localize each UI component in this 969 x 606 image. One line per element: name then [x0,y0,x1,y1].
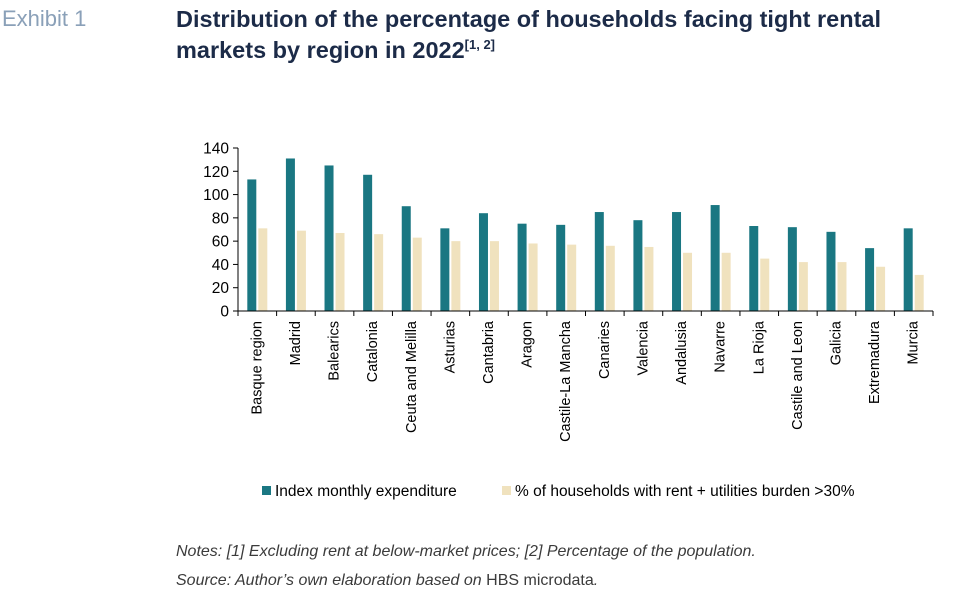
exhibit-label: Exhibit 1 [2,6,87,31]
x-tick-label: Catalonia [365,320,381,382]
bar-index-expenditure [903,228,913,311]
bar-index-expenditure [710,205,720,311]
x-tick-label: Navarre [713,321,729,373]
source-prefix: Source: Author’s own elaboration based o… [176,572,487,589]
bar-rent-burden [528,243,538,311]
bar-index-expenditure [285,158,295,311]
x-tick-label: Andalusia [674,320,690,385]
x-tick-label: Castile and Leon [790,321,806,430]
x-tick-label: La Rioja [751,320,767,374]
notes-line: Notes: [1] Excluding rent at below-marke… [176,543,756,560]
bar-rent-burden [258,228,268,311]
x-tick-label: Ceuta and Melilla [404,320,420,433]
y-tick-label: 100 [203,187,229,204]
bar-chart: 0 20 40 60 80 100 120 140 Basque region Madrid Bal… [203,141,934,500]
bar-rent-burden [374,234,384,311]
bar-rent-burden [876,266,886,311]
bar-index-expenditure [826,231,836,311]
y-tick-label: 40 [212,257,230,274]
bar-rent-burden [335,232,345,311]
bar-rent-burden [451,241,461,311]
chart-title-text: Distribution of the percentage of househ… [176,6,882,63]
x-tick-label: Canaries [597,321,613,379]
bar-index-expenditure [672,212,682,311]
y-tick-label: 120 [203,164,229,181]
bar-index-expenditure [865,248,875,311]
chart-title: Distribution of the percentage of househ… [176,4,966,66]
bar-index-expenditure [556,224,566,311]
x-tick-label: Galicia [828,320,844,365]
bar-index-expenditure [594,212,604,311]
y-tick-label: 80 [212,210,230,227]
source-line: Source: Author’s own elaboration based o… [176,572,598,590]
bar-rent-burden [798,262,808,311]
y-tick-label: 20 [212,280,230,297]
bar-index-expenditure [324,165,334,311]
bar-rent-burden [837,262,847,311]
bar-rent-burden [412,237,422,311]
y-tick-label: 60 [212,234,230,251]
bar-rent-burden [605,245,615,311]
bar-rent-burden [644,246,654,311]
x-tick-label: Valencia [635,320,651,375]
bar-index-expenditure [633,220,643,311]
x-tick-label: Aragon [520,321,536,368]
bar-rent-burden [489,241,499,311]
x-tick-label: Castile-La Mancha [558,320,574,442]
legend-label: % of households with rent + utilities bu… [515,483,855,500]
bar-index-expenditure [478,213,488,311]
bar-rent-burden [567,244,577,311]
bar-rent-burden [721,252,731,311]
legend-swatch [262,486,271,495]
x-tick-label: Basque region [249,321,265,415]
y-tick-label: 0 [220,304,229,321]
legend-label: Index monthly expenditure [275,483,457,500]
bar-index-expenditure [517,223,527,311]
x-tick-label: Asturias [442,321,458,373]
x-tick-label: Madrid [288,321,304,365]
bar-rent-burden [296,230,306,311]
x-tick-label: Murcia [906,320,922,364]
bar-index-expenditure [401,206,411,311]
y-tick-label: 140 [203,141,229,158]
chart-title-footnote-ref: [1, 2] [464,37,495,53]
source-suffix: . [593,572,599,589]
bar-index-expenditure [247,179,257,311]
x-tick-label: Cantabria [481,320,497,384]
bar-index-expenditure [363,174,373,311]
bar-rent-burden [683,252,693,311]
bar-rent-burden [914,274,924,311]
bar-index-expenditure [440,228,450,311]
bar-index-expenditure [787,227,797,311]
legend-swatch [502,486,511,495]
x-tick-label: Balearics [327,321,343,381]
bar-rent-burden [760,258,770,311]
bar-index-expenditure [749,226,759,311]
x-tick-label: Extremadura [867,320,883,404]
source-dataset: HBS microdata [486,572,594,589]
